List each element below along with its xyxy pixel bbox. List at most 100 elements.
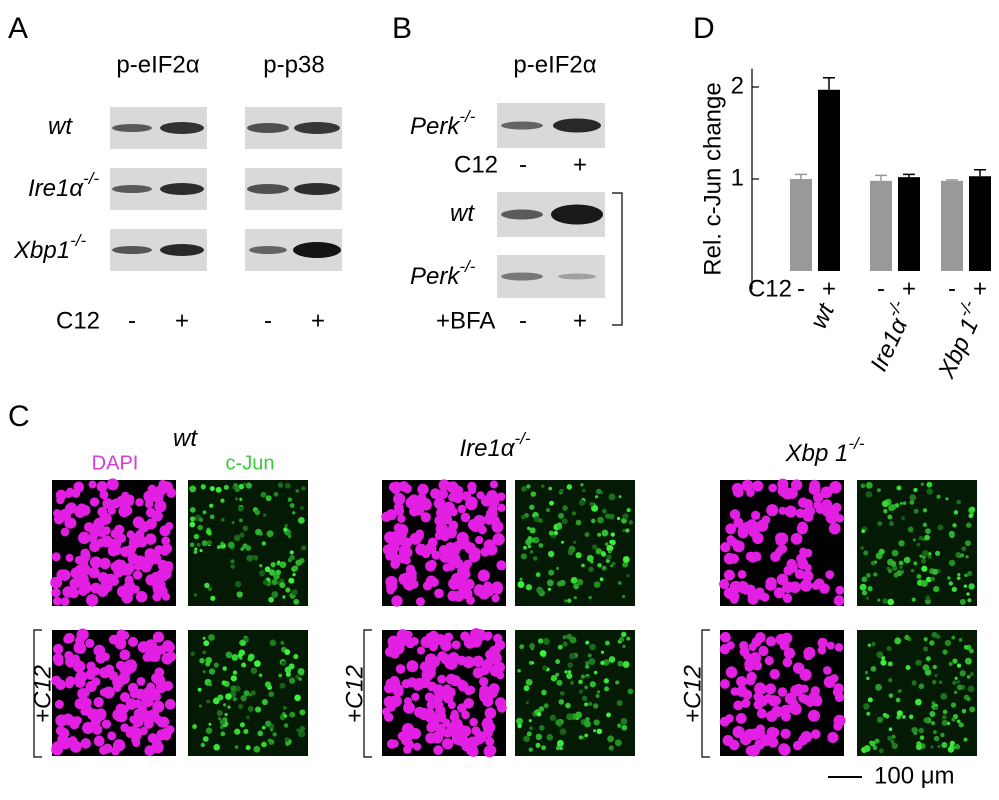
nucleus [535, 742, 541, 748]
nucleus [923, 637, 928, 642]
nucleus [778, 743, 790, 755]
nucleus [968, 648, 974, 654]
nucleus [723, 569, 735, 581]
nucleus [797, 521, 808, 533]
nucleus [896, 710, 903, 717]
nucleus [593, 581, 601, 588]
nucleus [391, 595, 403, 607]
nucleus [719, 644, 731, 655]
nucleus [608, 745, 614, 751]
nucleus [403, 697, 413, 706]
error-bar [823, 77, 835, 90]
nucleus [566, 484, 573, 490]
nucleus [536, 586, 544, 594]
nucleus [264, 566, 271, 573]
nucleus [496, 702, 507, 713]
nucleus [193, 593, 198, 597]
nucleus [497, 503, 506, 513]
y-axis-label: Rel. c-Jun change [699, 82, 726, 275]
nucleus [620, 718, 628, 725]
nucleus [210, 595, 216, 601]
nucleus [587, 653, 592, 658]
nucleus [548, 530, 554, 536]
nucleus [790, 479, 803, 491]
nucleus [451, 640, 461, 650]
nucleus [69, 740, 82, 753]
nucleus [135, 590, 148, 603]
nucleus [283, 723, 289, 728]
nucleus [439, 552, 451, 563]
nucleus [300, 731, 306, 737]
nucleus [469, 717, 478, 727]
nucleus [725, 523, 737, 535]
nucleus [95, 538, 106, 548]
nucleus [85, 594, 99, 607]
nucleus [585, 661, 590, 666]
nucleus [426, 722, 437, 733]
nucleus [415, 597, 425, 607]
nucleus [385, 678, 395, 688]
nucleus [135, 555, 146, 566]
nucleus [393, 492, 406, 506]
nucleus [78, 531, 91, 545]
nucleus [160, 546, 170, 556]
nucleus [289, 711, 296, 718]
nucleus [73, 641, 86, 654]
nucleus [532, 556, 538, 561]
nucleus [591, 504, 599, 512]
nucleus [889, 504, 897, 511]
nucleus [446, 481, 459, 494]
nucleus [120, 631, 130, 640]
nucleus [597, 516, 604, 524]
nucleus [477, 525, 487, 535]
nucleus [294, 694, 301, 702]
nucleus [729, 509, 741, 520]
nucleus [813, 492, 824, 503]
nucleus [922, 508, 928, 513]
nucleus [774, 548, 784, 557]
nucleus [915, 698, 922, 706]
nucleus [733, 517, 744, 528]
column-title: Ire1α-/- [459, 429, 530, 462]
nucleus [585, 664, 590, 669]
nucleus [937, 744, 941, 749]
nucleus [135, 497, 144, 507]
nucleus [748, 525, 760, 538]
nucleus [743, 652, 752, 661]
nuclei [517, 483, 634, 603]
nucleus [484, 707, 497, 719]
nucleus [599, 577, 604, 582]
nucleus [446, 660, 457, 670]
nucleus [517, 668, 521, 673]
nucleus [60, 597, 70, 607]
nucleus [198, 517, 204, 522]
nucleus [205, 657, 213, 664]
nucleus [243, 690, 250, 697]
nucleus [959, 670, 966, 677]
nucleus [966, 592, 970, 596]
nucleus [789, 702, 802, 715]
nucleus [909, 494, 916, 501]
nucleus [625, 528, 630, 533]
nucleus [869, 740, 876, 747]
nucleus [472, 667, 484, 679]
nuclei [861, 631, 976, 754]
nucleus [527, 544, 532, 549]
nucleus [835, 585, 845, 595]
nucleus [737, 527, 749, 539]
nucleus [230, 685, 237, 692]
nucleus [237, 506, 244, 512]
row-label: Perk-/- [410, 257, 476, 290]
nucleus [894, 637, 902, 645]
nucleus [726, 535, 736, 544]
row-label-base: Perk [410, 263, 461, 290]
nucleus [128, 536, 141, 549]
nucleus [570, 576, 578, 584]
nucleus [575, 552, 582, 559]
nucleus [248, 653, 255, 661]
nucleus [568, 652, 576, 660]
lane-label: - [128, 307, 136, 334]
nucleus [888, 693, 894, 698]
nucleus [225, 651, 233, 659]
nucleus [555, 746, 560, 751]
